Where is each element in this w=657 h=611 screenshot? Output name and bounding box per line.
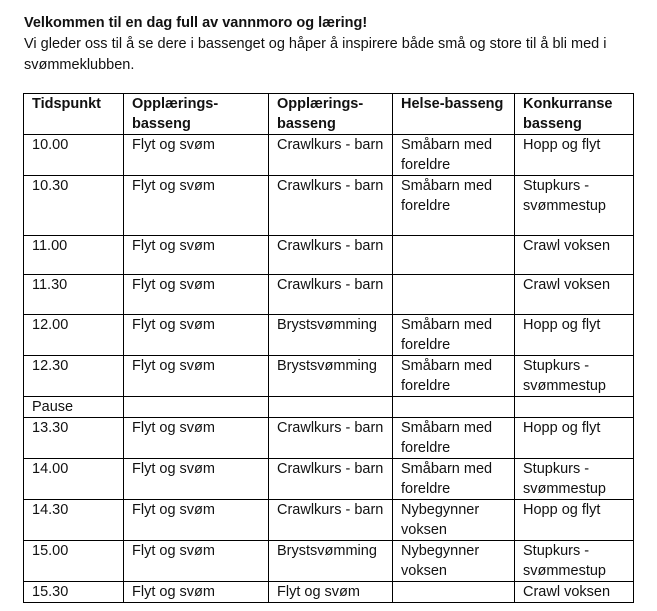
table-row: 12.30 Flyt og svøm Brystsvømming Småbarn me… (23, 355, 634, 397)
table-cell: Flyt og svøm (123, 540, 269, 582)
header-row: Tidspunkt Opplærings-basseng Opplærings-… (23, 93, 634, 135)
table-cell: Småbarn med foreldre (392, 417, 515, 459)
table-cell: Stupkurs - svømmestup (514, 355, 634, 397)
table-row: 10.30 Flyt og svøm Crawlkurs - barn Småbarn… (23, 175, 634, 236)
table-cell: 11.30 (23, 274, 124, 315)
table-cell: Hopp og flyt (514, 314, 634, 356)
table-cell: Flyt og svøm (123, 581, 269, 603)
table-row: 11.30 Flyt og svøm Crawlkurs - barn Crawl v… (23, 274, 634, 315)
table-cell: Småbarn med foreldre (392, 355, 515, 397)
table-cell: Nybegynner voksen (392, 499, 515, 541)
table-cell: Brystsvømming (268, 314, 393, 356)
table-row: 15.00 Flyt og svøm Brystsvømming Nybegynner… (23, 540, 634, 582)
schedule-table: Tidspunkt Opplærings-basseng Opplærings-… (23, 93, 634, 603)
table-cell: Flyt og svøm (268, 581, 393, 603)
table-cell (392, 235, 515, 275)
table-row: 14.00 Flyt og svøm Crawlkurs - barn Småbarn… (23, 458, 634, 500)
table-row: 11.00 Flyt og svøm Crawlkurs - barn Crawl v… (23, 235, 634, 275)
table-cell (392, 396, 515, 418)
header-cell: Opplærings-basseng (268, 93, 393, 135)
table-cell: Flyt og svøm (123, 417, 269, 459)
header-cell: Konkurranse basseng (514, 93, 634, 135)
table-cell: Småbarn med foreldre (392, 458, 515, 500)
table-cell: Crawlkurs - barn (268, 134, 393, 176)
table-cell: 13.30 (23, 417, 124, 459)
table-row: 12.00 Flyt og svøm Brystsvømming Småbarn me… (23, 314, 634, 356)
table-cell: Flyt og svøm (123, 314, 269, 356)
table-row: 15.30 Flyt og svøm Flyt og svøm Crawl vokse… (23, 581, 634, 603)
table-cell: 11.00 (23, 235, 124, 275)
table-cell: 12.30 (23, 355, 124, 397)
table-cell: Crawl voksen (514, 274, 634, 315)
table-cell: Crawl voksen (514, 581, 634, 603)
table-cell: Flyt og svøm (123, 175, 269, 236)
table-cell: Stupkurs - svømmestup (514, 175, 634, 236)
header-cell: Opplærings-basseng (123, 93, 269, 135)
document-header: Velkommen til en dag full av vannmoro og… (24, 12, 624, 76)
table-cell: Brystsvømming (268, 540, 393, 582)
table-cell: 14.30 (23, 499, 124, 541)
table-cell: Crawlkurs - barn (268, 499, 393, 541)
table-row: Pause (23, 396, 634, 418)
table-cell: Brystsvømming (268, 355, 393, 397)
table-cell: Flyt og svøm (123, 458, 269, 500)
table-cell: Nybegynner voksen (392, 540, 515, 582)
table-cell: Stupkurs - svømmestup (514, 458, 634, 500)
table-cell (392, 274, 515, 315)
table-cell: Crawlkurs - barn (268, 274, 393, 315)
table-cell: Hopp og flyt (514, 134, 634, 176)
table-cell: Småbarn med foreldre (392, 314, 515, 356)
table-cell (392, 581, 515, 603)
table-cell (514, 396, 634, 418)
table-cell: Stupkurs - svømmestup (514, 540, 634, 582)
table-cell: Crawlkurs - barn (268, 175, 393, 236)
header-cell: Helse-basseng (392, 93, 515, 135)
table-cell: 10.00 (23, 134, 124, 176)
table-cell: Flyt og svøm (123, 355, 269, 397)
table-cell: 15.30 (23, 581, 124, 603)
table-cell: 15.00 (23, 540, 124, 582)
table-cell: Crawl voksen (514, 235, 634, 275)
table-cell: Flyt og svøm (123, 134, 269, 176)
header-cell: Tidspunkt (23, 93, 124, 135)
table-cell (268, 396, 393, 418)
table-cell: Flyt og svøm (123, 499, 269, 541)
table-cell: Crawlkurs - barn (268, 235, 393, 275)
table-cell: Crawlkurs - barn (268, 417, 393, 459)
table-row: 10.00 Flyt og svøm Crawlkurs - barn Småbarn… (23, 134, 634, 176)
table-cell: 12.00 (23, 314, 124, 356)
table-cell: Flyt og svøm (123, 274, 269, 315)
table-cell (123, 396, 269, 418)
table-row: 14.30 Flyt og svøm Crawlkurs - barn Nybegyn… (23, 499, 634, 541)
table-cell: Småbarn med foreldre (392, 175, 515, 236)
table-cell: Småbarn med foreldre (392, 134, 515, 176)
table-cell: Crawlkurs - barn (268, 458, 393, 500)
table-cell: Hopp og flyt (514, 417, 634, 459)
table-row: 13.30 Flyt og svøm Crawlkurs - barn Småbarn… (23, 417, 634, 459)
table-cell: 10.30 (23, 175, 124, 236)
table-cell: Hopp og flyt (514, 499, 634, 541)
table-cell: Pause (23, 396, 124, 418)
table-cell: Flyt og svøm (123, 235, 269, 275)
intro-paragraph: Vi gleder oss til å se dere i bassenget … (24, 36, 607, 73)
table-cell: 14.00 (23, 458, 124, 500)
document-title: Velkommen til en dag full av vannmoro og… (24, 15, 368, 31)
